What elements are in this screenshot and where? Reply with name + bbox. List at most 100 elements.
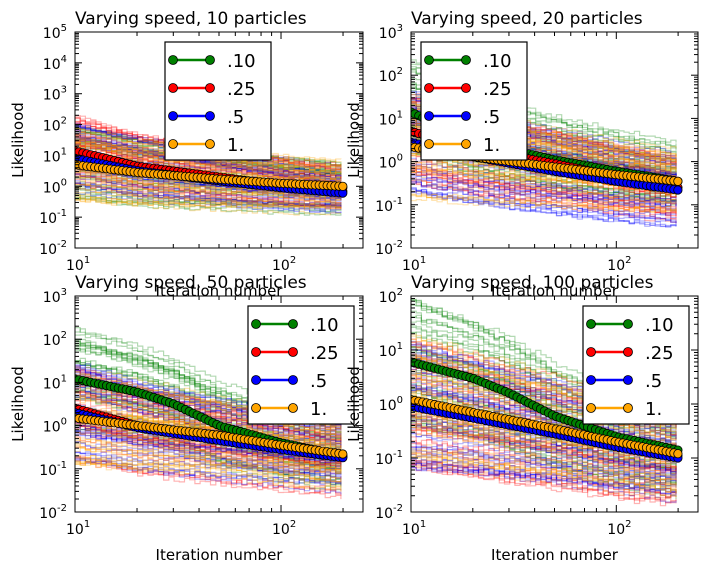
trajectory-line <box>75 381 342 439</box>
trajectory-line <box>75 360 342 440</box>
trajectory-line <box>75 173 342 207</box>
trajectory-line <box>411 190 677 214</box>
trajectory-line <box>75 423 342 466</box>
trajectory-line <box>411 420 677 475</box>
trajectory-line <box>75 383 342 444</box>
trajectory-line <box>75 183 342 199</box>
trajectory-line <box>411 467 677 491</box>
trajectory-line <box>411 449 677 480</box>
trajectory-line <box>411 460 677 486</box>
trajectory-line <box>411 432 677 478</box>
trajectory-line <box>75 149 342 183</box>
trajectory-line <box>411 154 677 209</box>
trajectory-line <box>411 423 677 461</box>
y-tick-label: 100 <box>379 395 403 414</box>
y-axis-label: Likelihood <box>9 366 27 442</box>
legend-label: .5 <box>310 371 327 392</box>
trajectory-line <box>75 132 342 185</box>
trajectory-line <box>75 198 342 207</box>
trajectory-line <box>75 458 342 478</box>
trajectory-line <box>411 372 677 441</box>
trajectory-line <box>75 442 342 469</box>
trajectory-line <box>411 463 677 498</box>
trajectory-line <box>75 136 342 181</box>
trajectory-line <box>411 463 677 504</box>
trajectory-line <box>75 168 342 199</box>
y-tick-label: 10-2 <box>375 239 403 258</box>
trajectory-line <box>75 436 342 482</box>
trajectory-line <box>411 180 677 209</box>
trajectory-line <box>411 370 677 439</box>
trajectory-line <box>411 417 677 479</box>
trajectory-line <box>411 459 677 481</box>
trajectory-line <box>75 143 342 175</box>
trajectory-line <box>75 360 342 449</box>
trajectory-line <box>75 430 342 461</box>
trajectory-line <box>411 429 677 473</box>
trajectory-line <box>411 192 677 213</box>
panel-title: Varying speed, 100 particles <box>411 273 654 293</box>
trajectory-line <box>411 439 677 474</box>
panel-title: Varying speed, 50 particles <box>75 273 307 293</box>
trajectory-line <box>411 175 677 202</box>
y-tick-label: 103 <box>379 23 403 42</box>
trajectory-line <box>75 196 341 204</box>
trajectory-line <box>411 436 677 481</box>
trajectory-line <box>411 146 677 202</box>
series-marker <box>673 185 683 195</box>
trajectory-line <box>75 192 342 213</box>
trajectory-line <box>411 174 677 207</box>
y-tick-label: 100 <box>43 177 67 196</box>
legend: .10 .25 .5 1. <box>247 305 355 425</box>
trajectory-line <box>75 197 342 214</box>
y-tick-label: 102 <box>379 66 403 85</box>
trajectory-line <box>75 425 342 479</box>
trajectory-line <box>75 457 342 486</box>
trajectory-line <box>411 187 677 219</box>
trajectory-line <box>411 193 677 211</box>
trajectory-line <box>411 447 677 479</box>
trajectory-line <box>75 411 342 446</box>
panel-4: 101 102 10-2 10-1 100 101 102 Varying speed, 10… <box>345 273 699 564</box>
trajectory-line <box>411 164 677 203</box>
trajectory-line <box>411 177 677 223</box>
trajectory-line <box>75 460 342 482</box>
trajectory-line <box>75 357 342 448</box>
trajectory-line <box>411 168 677 206</box>
trajectory-line <box>75 188 342 212</box>
trajectory-line <box>75 397 342 437</box>
trajectory-line <box>75 421 342 465</box>
trajectory-line <box>411 196 677 213</box>
trajectory-line <box>75 434 342 470</box>
trajectory-line <box>75 446 342 483</box>
trajectory-line <box>75 172 342 211</box>
legend-label: 1. <box>310 399 327 420</box>
trajectory-line <box>75 399 342 448</box>
y-tick-label: 101 <box>379 109 403 128</box>
trajectory-line <box>75 186 342 208</box>
y-tick-label: 101 <box>379 341 403 360</box>
trajectory-line <box>411 162 677 214</box>
trajectory-line <box>411 417 677 485</box>
trajectory-line <box>411 180 677 212</box>
trajectory-line <box>411 178 677 211</box>
trajectory-line <box>75 182 342 205</box>
trajectory-line <box>75 149 342 175</box>
legend: .10 .25 .5 1. <box>164 41 272 161</box>
trajectory-line <box>411 465 677 507</box>
trajectory-line <box>75 192 342 208</box>
y-tick-label: 10-2 <box>39 503 67 522</box>
trajectory-line <box>75 184 342 205</box>
trajectory-line <box>75 173 342 200</box>
trajectory-line <box>411 420 677 500</box>
trajectory-line <box>75 378 342 442</box>
trajectory-line <box>75 182 342 210</box>
panel-title: Varying speed, 20 particles <box>411 9 643 29</box>
trajectory-line <box>411 162 677 194</box>
trajectory-line <box>411 464 677 489</box>
trajectory-line <box>75 176 342 202</box>
trajectory-line <box>411 188 677 228</box>
trajectory-line <box>411 433 677 471</box>
trajectory-line <box>75 437 342 461</box>
trajectory-line <box>75 172 342 200</box>
